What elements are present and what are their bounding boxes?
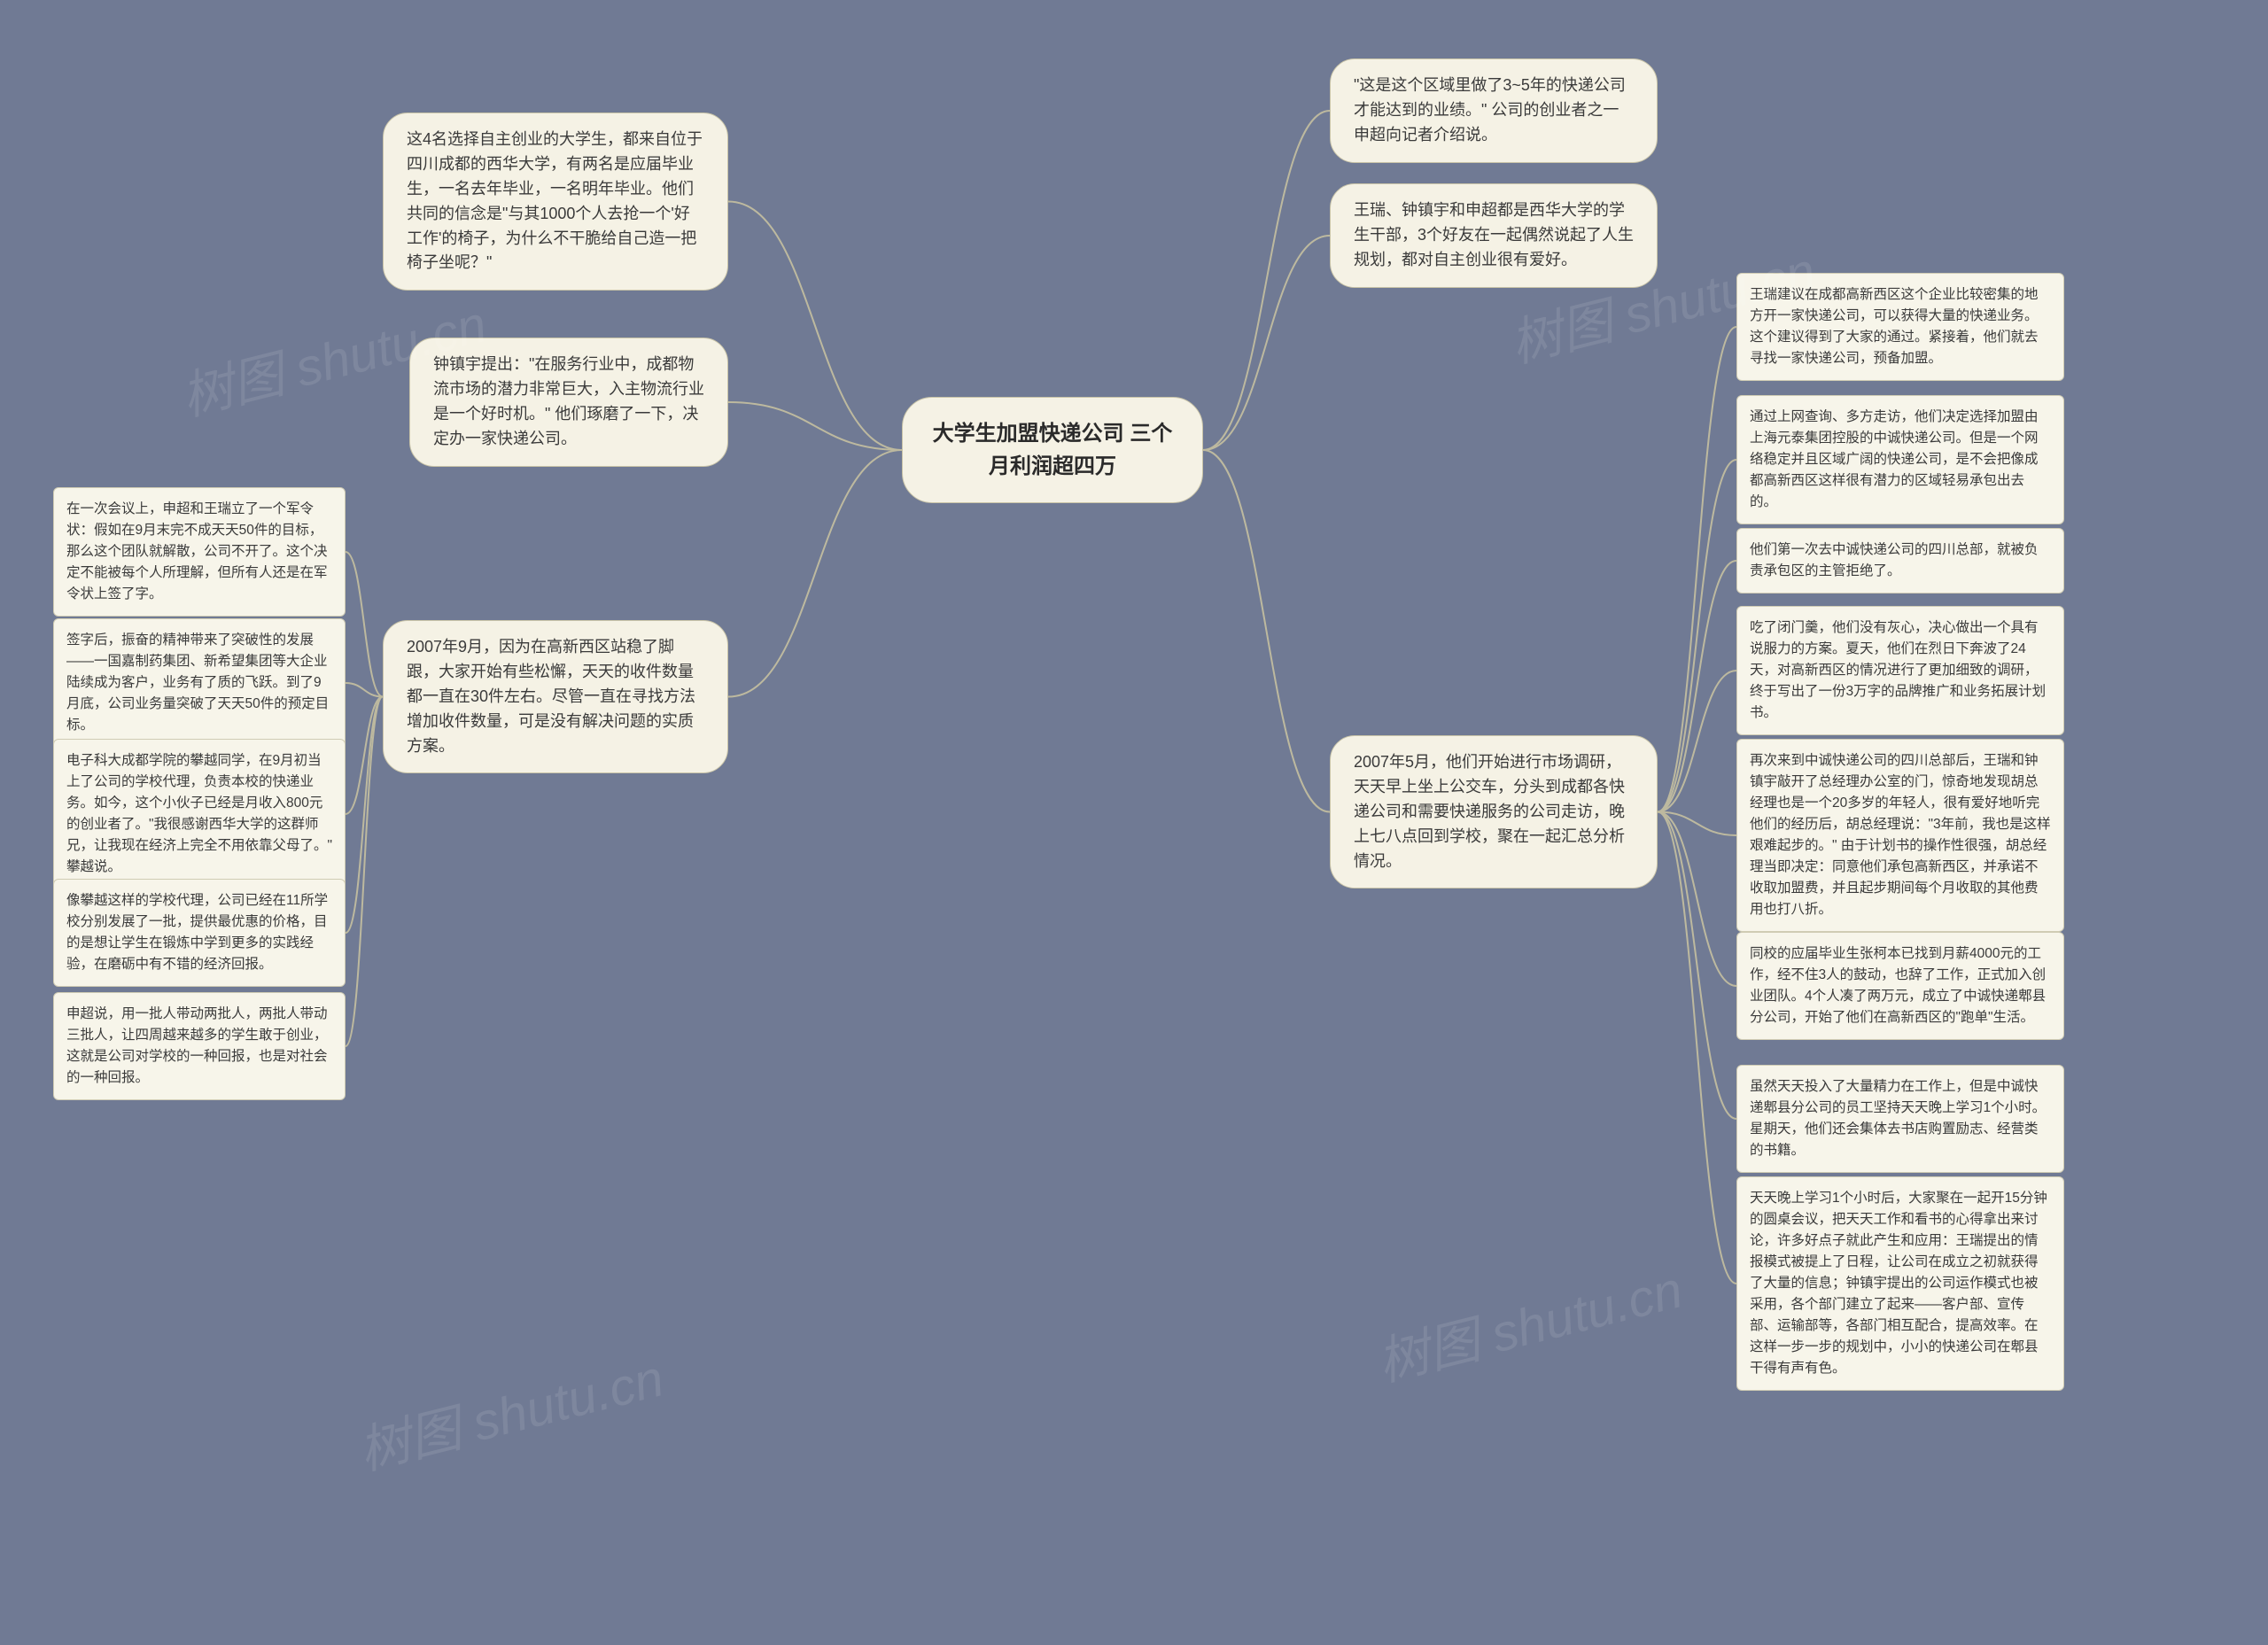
leaf-text: 吃了闭门羹，他们没有灰心，决心做出一个具有说服力的方案。夏天，他们在烈日下奔波了…: [1750, 620, 2046, 720]
branch-text: 2007年5月，他们开始进行市场调研，天天早上坐上公交车，分头到成都各快递公司和…: [1354, 753, 1625, 870]
leaf-text: 他们第一次去中诚快递公司的四川总部，就被负责承包区的主管拒绝了。: [1750, 542, 2039, 578]
leaf-text: 再次来到中诚快递公司的四川总部后，王瑞和钟镇宇敲开了总经理办公室的门，惊奇地发现…: [1750, 753, 2051, 917]
center-node: 大学生加盟快递公司 三个月利润超四万: [902, 397, 1203, 503]
leaf-text: 像攀越这样的学校代理，公司已经在11所学校分别发展了一批，提供最优惠的价格，目的…: [66, 893, 328, 972]
leaf-text: 在一次会议上，申超和王瑞立了一个军令状：假如在9月末完不成天天50件的目标，那么…: [66, 501, 328, 601]
branch-text: 2007年9月，因为在高新西区站稳了脚跟，大家开始有些松懈，天天的收件数量都一直…: [407, 638, 695, 755]
leaf-node-l6d: 吃了闭门羹，他们没有灰心，决心做出一个具有说服力的方案。夏天，他们在烈日下奔波了…: [1736, 606, 2064, 735]
branch-text: 这4名选择自主创业的大学生，都来自位于四川成都的西华大学，有两名是应届毕业生，一…: [407, 130, 703, 271]
leaf-node-l6c: 他们第一次去中诚快递公司的四川总部，就被负责承包区的主管拒绝了。: [1736, 528, 2064, 594]
branch-node-b4: "这是这个区域里做了3~5年的快递公司才能达到的业绩。" 公司的创业者之一申超向…: [1330, 58, 1658, 163]
leaf-node-l6b: 通过上网查询、多方走访，他们决定选择加盟由上海元泰集团控股的中诚快递公司。但是一…: [1736, 395, 2064, 524]
leaf-node-l3a: 在一次会议上，申超和王瑞立了一个军令状：假如在9月末完不成天天50件的目标，那么…: [53, 487, 346, 617]
leaf-node-l3d: 像攀越这样的学校代理，公司已经在11所学校分别发展了一批，提供最优惠的价格，目的…: [53, 879, 346, 987]
branch-node-b2: 钟镇宇提出："在服务行业中，成都物流市场的潜力非常巨大，入主物流行业是一个好时机…: [409, 338, 728, 467]
leaf-text: 同校的应届毕业生张柯本已找到月薪4000元的工作，经不住3人的鼓动，也辞了工作，…: [1750, 946, 2046, 1025]
leaf-node-l6h: 天天晚上学习1个小时后，大家聚在一起开15分钟的圆桌会议，把天天工作和看书的心得…: [1736, 1176, 2064, 1391]
branch-text: "这是这个区域里做了3~5年的快递公司才能达到的业绩。" 公司的创业者之一申超向…: [1354, 76, 1626, 144]
branch-node-b1: 这4名选择自主创业的大学生，都来自位于四川成都的西华大学，有两名是应届毕业生，一…: [383, 113, 728, 291]
branch-text: 钟镇宇提出："在服务行业中，成都物流市场的潜力非常巨大，入主物流行业是一个好时机…: [433, 355, 704, 447]
leaf-node-l3e: 申超说，用一批人带动两批人，两批人带动三批人，让四周越来越多的学生敢于创业，这就…: [53, 992, 346, 1100]
branch-node-b3: 2007年9月，因为在高新西区站稳了脚跟，大家开始有些松懈，天天的收件数量都一直…: [383, 620, 728, 773]
branch-node-b6: 2007年5月，他们开始进行市场调研，天天早上坐上公交车，分头到成都各快递公司和…: [1330, 735, 1658, 888]
branch-node-b5: 王瑞、钟镇宇和申超都是西华大学的学生干部，3个好友在一起偶然说起了人生规划，都对…: [1330, 183, 1658, 288]
branch-text: 王瑞、钟镇宇和申超都是西华大学的学生干部，3个好友在一起偶然说起了人生规划，都对…: [1354, 201, 1634, 268]
leaf-node-l6g: 虽然天天投入了大量精力在工作上，但是中诚快递郫县分公司的员工坚持天天晚上学习1个…: [1736, 1065, 2064, 1173]
leaf-text: 签字后，振奋的精神带来了突破性的发展——一国嘉制药集团、新希望集团等大企业陆续成…: [66, 632, 329, 733]
leaf-text: 天天晚上学习1个小时后，大家聚在一起开15分钟的圆桌会议，把天天工作和看书的心得…: [1750, 1191, 2047, 1376]
leaf-node-l6e: 再次来到中诚快递公司的四川总部后，王瑞和钟镇宇敲开了总经理办公室的门，惊奇地发现…: [1736, 739, 2064, 932]
leaf-node-l6a: 王瑞建议在成都高新西区这个企业比较密集的地方开一家快递公司，可以获得大量的快递业…: [1736, 273, 2064, 381]
leaf-node-l3c: 电子科大成都学院的攀越同学，在9月初当上了公司的学校代理，负责本校的快递业务。如…: [53, 739, 346, 889]
leaf-node-l3b: 签字后，振奋的精神带来了突破性的发展——一国嘉制药集团、新希望集团等大企业陆续成…: [53, 618, 346, 748]
leaf-node-l6f: 同校的应届毕业生张柯本已找到月薪4000元的工作，经不住3人的鼓动，也辞了工作，…: [1736, 932, 2064, 1040]
watermark-text: 树图 shutu.cn: [350, 1337, 670, 1485]
leaf-text: 虽然天天投入了大量精力在工作上，但是中诚快递郫县分公司的员工坚持天天晚上学习1个…: [1750, 1079, 2046, 1158]
leaf-text: 申超说，用一批人带动两批人，两批人带动三批人，让四周越来越多的学生敢于创业，这就…: [66, 1006, 328, 1085]
watermark-text: 树图 shutu.cn: [1369, 1248, 1689, 1396]
leaf-text: 电子科大成都学院的攀越同学，在9月初当上了公司的学校代理，负责本校的快递业务。如…: [66, 753, 332, 874]
leaf-text: 通过上网查询、多方走访，他们决定选择加盟由上海元泰集团控股的中诚快递公司。但是一…: [1750, 409, 2039, 509]
center-text: 大学生加盟快递公司 三个月利润超四万: [933, 422, 1173, 478]
leaf-text: 王瑞建议在成都高新西区这个企业比较密集的地方开一家快递公司，可以获得大量的快递业…: [1750, 287, 2039, 366]
